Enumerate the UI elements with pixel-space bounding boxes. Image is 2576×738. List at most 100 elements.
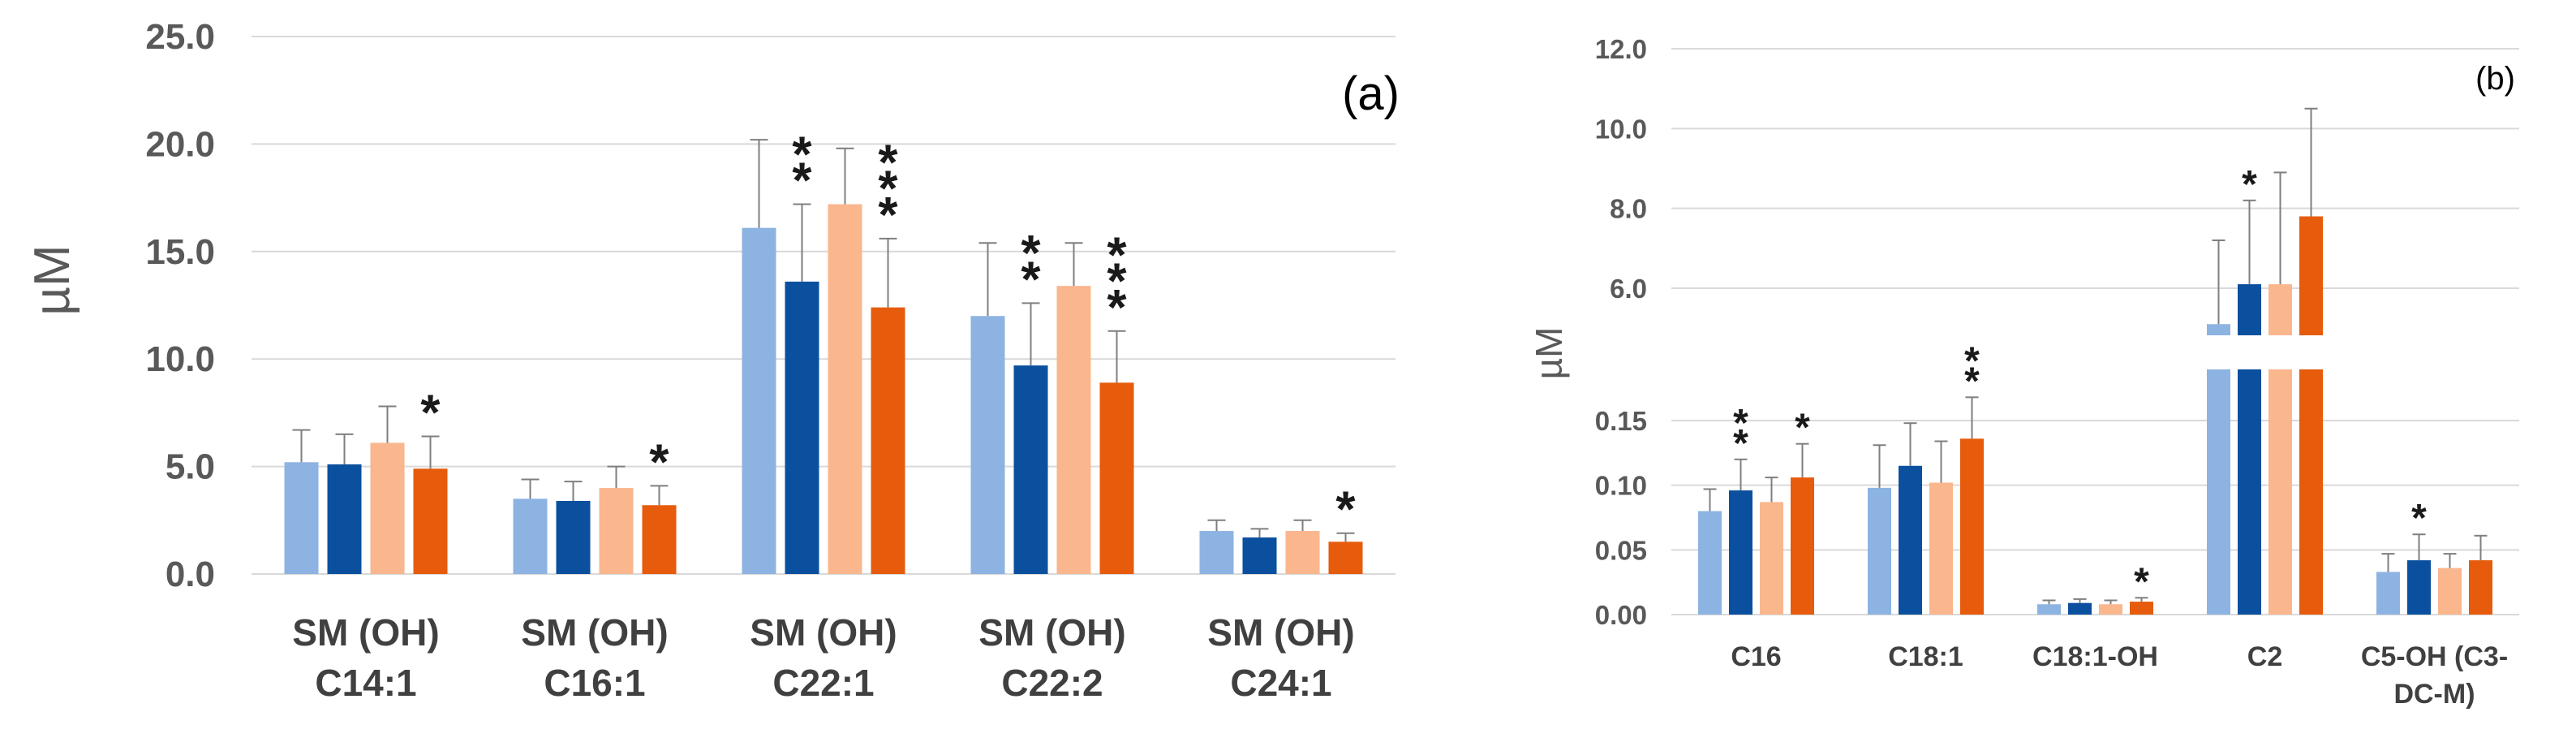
- x-category-label: C24:1: [1230, 662, 1331, 704]
- y-tick-label: 0.10: [1595, 471, 1647, 501]
- bar: [2099, 604, 2122, 615]
- bar: [2037, 604, 2061, 615]
- y-tick-label: 10.0: [1595, 114, 1647, 144]
- bar: [1868, 487, 1891, 615]
- bar: [1199, 531, 1234, 574]
- significance-star: *: [1021, 226, 1041, 282]
- significance-star: *: [878, 162, 898, 218]
- x-category-label: C18:1: [1888, 641, 1963, 672]
- y-axis-label: µM: [24, 244, 80, 315]
- y-tick-label: 0.0: [166, 555, 215, 594]
- significance-star: *: [1107, 254, 1127, 310]
- y-tick-label: 0.15: [1595, 406, 1647, 436]
- bar: [2469, 560, 2492, 615]
- significance-star: *: [1795, 407, 1810, 450]
- y-tick-label: 20.0: [145, 124, 215, 164]
- y-axis-label: µM: [1528, 327, 1570, 380]
- x-category-label: SM (OH): [978, 611, 1125, 654]
- x-category-label: C2: [2247, 641, 2282, 672]
- significance-star: *: [649, 434, 669, 490]
- significance-star: *: [420, 386, 441, 442]
- bar: [1285, 531, 1320, 574]
- y-tick-label: 12.0: [1595, 34, 1647, 64]
- bar-lower-segment: [2238, 369, 2261, 615]
- significance-star: *: [2242, 163, 2257, 206]
- x-category-label: SM (OH): [292, 611, 439, 654]
- x-category-label: SM (OH): [750, 611, 897, 654]
- bar: [2238, 284, 2261, 335]
- significance-star: *: [1335, 482, 1356, 538]
- bar: [1242, 537, 1277, 574]
- bar: [970, 316, 1005, 574]
- bar: [1760, 502, 1783, 615]
- x-category-label: C16:1: [544, 662, 645, 704]
- bar-lower-segment: [2299, 369, 2323, 615]
- bar: [284, 462, 319, 574]
- significance-star: *: [878, 135, 898, 191]
- bar: [413, 468, 448, 574]
- panel-label-a: (a): [1342, 67, 1400, 120]
- bar: [1729, 490, 1752, 615]
- bar: [2207, 324, 2230, 335]
- bar: [2068, 602, 2092, 615]
- significance-star: *: [1021, 252, 1041, 308]
- bar: [2407, 560, 2431, 615]
- bar: [327, 464, 362, 574]
- x-category-label: C14:1: [315, 662, 416, 704]
- significance-star: *: [2134, 560, 2149, 603]
- significance-star: *: [1733, 422, 1748, 465]
- significance-star: *: [792, 127, 812, 183]
- bar: [642, 505, 677, 574]
- bar: [1056, 286, 1091, 574]
- significance-star: *: [792, 153, 812, 209]
- bar: [785, 281, 819, 574]
- bar: [742, 227, 776, 574]
- bar: [1013, 365, 1048, 574]
- chart-panel-b: 0.00 0.05 0.10 0.15 6.0 8.0 10.0 12.0 µM (b) C16 C1…: [1528, 34, 2519, 710]
- significance-star: *: [1733, 402, 1748, 445]
- significance-star: *: [1964, 360, 1980, 403]
- significance-star: *: [1107, 280, 1127, 336]
- bar: [1960, 438, 1984, 615]
- x-category-label: C5-OH (C3-: [2361, 641, 2508, 672]
- y-tick-label: 10.0: [145, 339, 215, 379]
- bar: [556, 500, 591, 574]
- x-category-label: C16: [1731, 641, 1781, 672]
- bar: [370, 442, 405, 574]
- y-tick-label: 0.00: [1595, 600, 1647, 630]
- bar: [1328, 542, 1363, 574]
- y-tick-label: 15.0: [145, 232, 215, 272]
- bar: [2438, 568, 2462, 615]
- bar: [1698, 511, 1722, 615]
- significance-star: *: [2411, 497, 2427, 540]
- bar: [828, 204, 862, 574]
- x-category-label: C22:2: [1001, 662, 1103, 704]
- x-category-label: SM (OH): [1207, 611, 1354, 654]
- y-tick-label: 6.0: [1610, 274, 1647, 304]
- significance-star: *: [1964, 339, 1980, 382]
- chart-panel-a: 0.0 5.0 10.0 15.0 20.0 25.0 µM (a) SM (OH) C14:1 S…: [24, 17, 1400, 704]
- bar: [1929, 482, 1953, 615]
- significance-star: *: [1107, 227, 1127, 283]
- bar: [1899, 465, 1922, 615]
- y-tick-label: 25.0: [145, 17, 215, 57]
- bar: [2130, 602, 2153, 615]
- panel-label-b: (b): [2475, 61, 2515, 97]
- bar: [871, 307, 905, 574]
- x-category-label: SM (OH): [521, 611, 668, 654]
- bar-lower-segment: [2269, 369, 2292, 615]
- y-tick-label: 0.05: [1595, 535, 1647, 565]
- bar: [2376, 572, 2400, 615]
- bar: [2299, 216, 2323, 335]
- bar: [1099, 382, 1134, 574]
- y-tick-label: 8.0: [1610, 194, 1647, 224]
- x-category-label: C22:1: [772, 662, 874, 704]
- bar: [599, 488, 634, 574]
- significance-star: *: [878, 188, 898, 244]
- bar: [513, 498, 548, 574]
- y-tick-label: 5.0: [166, 447, 215, 487]
- x-category-label: C18:1-OH: [2032, 641, 2158, 672]
- bar: [2269, 284, 2292, 335]
- bar-lower-segment: [2207, 369, 2230, 615]
